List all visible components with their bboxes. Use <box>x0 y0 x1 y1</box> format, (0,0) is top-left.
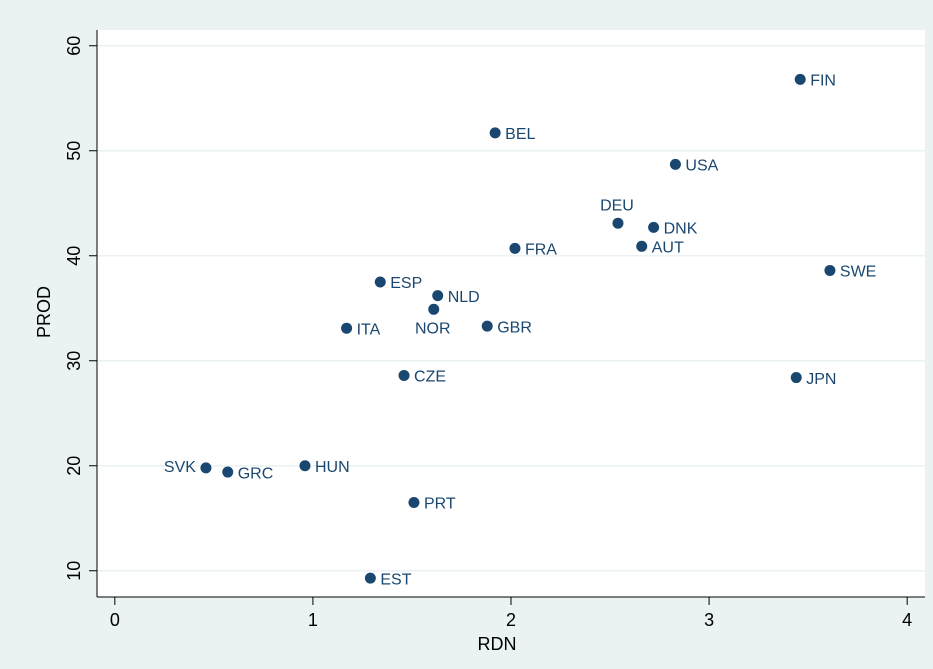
point <box>612 217 624 229</box>
point-label: DEU <box>600 197 634 214</box>
point-label: USA <box>685 158 718 175</box>
point-label: CZE <box>414 369 446 386</box>
point <box>398 369 410 381</box>
x-tick-label: 0 <box>110 610 120 630</box>
point <box>636 240 648 252</box>
y-tick-label: 10 <box>64 561 84 581</box>
x-tick-label: 4 <box>902 610 912 630</box>
plot-area <box>97 30 925 597</box>
point-label: SWE <box>840 264 876 281</box>
point-label: ESP <box>390 275 422 292</box>
point <box>364 572 376 584</box>
point <box>341 322 353 334</box>
point <box>489 127 501 139</box>
x-tick-label: 3 <box>704 610 714 630</box>
point-label: BEL <box>505 126 535 143</box>
point-label: FIN <box>810 73 836 90</box>
point <box>669 158 681 170</box>
point-label: PRT <box>424 496 456 513</box>
point <box>200 462 212 474</box>
point-label: GRC <box>238 465 274 482</box>
point-label: NLD <box>448 289 480 306</box>
y-axis-label: PROD <box>34 286 54 338</box>
point <box>794 73 806 85</box>
point-label: ITA <box>357 321 381 338</box>
point <box>790 372 802 384</box>
point <box>432 290 444 302</box>
point <box>481 320 493 332</box>
y-tick-label: 60 <box>64 36 84 56</box>
point <box>509 242 521 254</box>
point <box>222 466 234 478</box>
x-tick-label: 2 <box>506 610 516 630</box>
x-tick-label: 1 <box>308 610 318 630</box>
y-tick-label: 40 <box>64 246 84 266</box>
point <box>299 460 311 472</box>
point-label: DNK <box>664 221 698 238</box>
x-axis-label: RDN <box>478 634 517 654</box>
point-label: SVK <box>164 459 196 476</box>
point-label: HUN <box>315 459 350 476</box>
point-label: NOR <box>415 321 451 338</box>
point-label: AUT <box>652 240 684 257</box>
point <box>648 221 660 233</box>
point-label: FRA <box>525 242 557 259</box>
point-label: GBR <box>497 319 532 336</box>
point-label: JPN <box>806 371 836 388</box>
point <box>824 264 836 276</box>
point <box>408 497 420 508</box>
point-label: EST <box>380 571 411 588</box>
y-tick-label: 20 <box>64 456 84 476</box>
y-tick-label: 50 <box>64 141 84 161</box>
y-tick-label: 30 <box>64 351 84 371</box>
point <box>374 276 386 288</box>
point <box>428 303 440 315</box>
